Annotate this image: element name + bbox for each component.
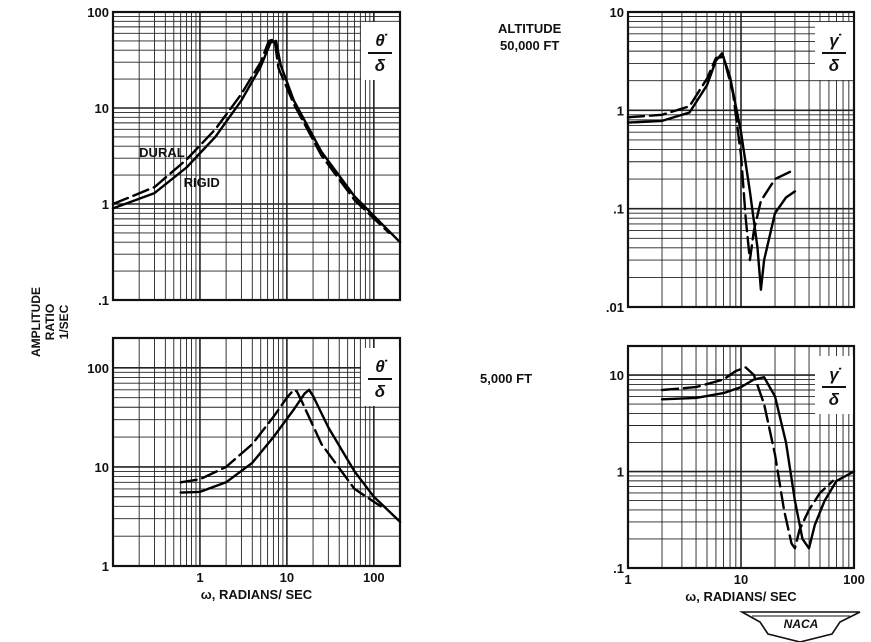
y-side-label: AMPLITUDE RATIO 1/SEC [29,287,71,357]
altitude-label: ALTITUDE [498,21,562,36]
plot-frame [626,344,856,570]
series-dural-line [660,366,835,550]
quantity-label-bg [361,22,399,80]
quantity-label: θ̇ δ [361,348,399,406]
quantity-label: γ̇ δ [815,356,853,414]
series-rigid-line [179,388,402,523]
side-label-line-1: AMPLITUDE [29,287,43,357]
y-tick-label: 100 [87,361,109,376]
x-axis-label: ω, RADIANS/ SEC [685,589,797,604]
panel-2: 10 1 .1 .01 γ̇ δ [606,5,856,315]
quantity-denominator: δ [829,390,840,409]
panel-1: 100 10 1 .1 θ̇ δ DURAL RIGID [87,5,402,308]
y-tick-label: .1 [98,293,109,308]
naca-logo: NACA [738,611,861,642]
x-tick-label: 10 [280,570,294,585]
series-rigid-line [660,376,856,550]
annotation-dural: DURAL [139,145,185,160]
y-tick-label: .1 [613,561,624,576]
naca-logo-text: NACA [784,617,819,631]
annotation-rigid: RIGID [184,175,220,190]
series-dural-line [626,55,797,262]
quantity-denominator: δ [829,56,840,75]
x-tick-label: 100 [363,570,385,585]
y-tick-label: 100 [87,5,109,20]
altitude-5000-label: 5,000 FT [480,371,532,386]
y-tick-label: 1 [617,465,624,480]
x-tick-label: 10 [734,572,748,587]
y-tick-label: .01 [606,300,624,315]
quantity-numerator: θ̇ [375,357,387,376]
y-tick-label: 1 [102,197,109,212]
series-dural-line [111,38,391,235]
series-rigid-line [626,52,797,291]
series-dural-line [179,388,382,508]
y-tick-label: 10 [95,101,109,116]
quantity-label: γ̇ δ [815,22,853,80]
plot-frame [111,336,402,568]
y-tick-label: 10 [610,368,624,383]
grid [112,337,401,567]
y-tick-label: .1 [613,202,624,217]
series-rigid-line [111,39,402,244]
quantity-denominator: δ [375,56,386,75]
altitude-50000-label: 50,000 FT [500,38,559,53]
panel-3: 100 10 1 1 10 100 ω, RADIANS/ SEC θ̇ δ [87,336,402,602]
plot-frame [626,10,856,309]
quantity-label-bg [815,356,853,414]
quantity-label: θ̇ δ [361,22,399,80]
quantity-numerator: γ̇ [829,31,841,50]
quantity-label-bg [815,22,853,80]
side-label-line-3: 1/SEC [57,304,71,339]
plot-frame [111,10,402,302]
quantity-numerator: γ̇ [829,365,841,384]
x-axis-label: ω, RADIANS/ SEC [201,587,313,602]
x-tick-label: 100 [843,572,865,587]
x-tick-label: 1 [196,570,203,585]
quantity-label-bg [361,348,399,406]
quantity-denominator: δ [375,382,386,401]
grid [112,11,401,301]
side-label-line-2: RATIO [43,304,57,340]
y-tick-label: 1 [617,103,624,118]
y-tick-label: 10 [95,460,109,475]
y-tick-label: 1 [102,559,109,574]
y-tick-label: 10 [610,5,624,20]
quantity-numerator: θ̇ [375,31,387,50]
x-tick-label: 1 [624,572,631,587]
